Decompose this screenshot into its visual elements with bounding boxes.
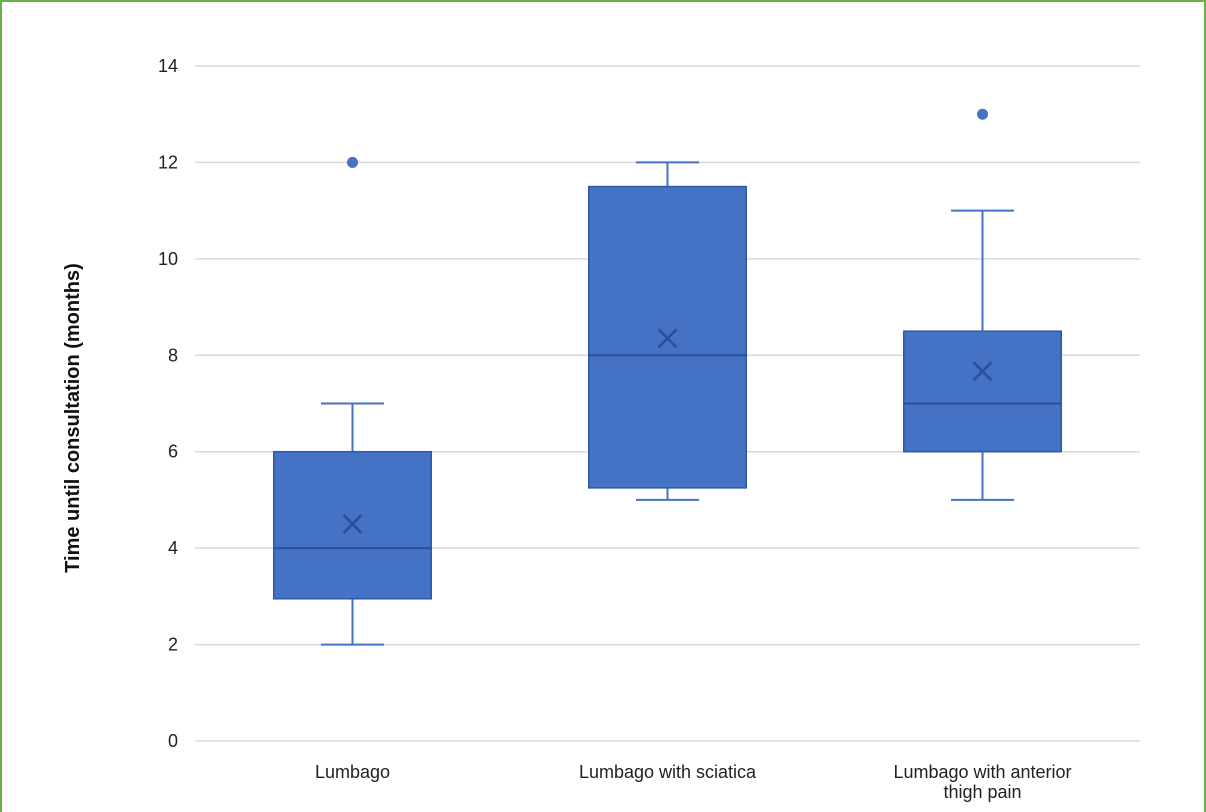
x-axis-categories: Lumbago Lumbago with sciatica Lumbago with… xyxy=(315,762,1072,802)
box-group xyxy=(903,108,1062,501)
y-tick-label: 8 xyxy=(168,345,178,365)
x-category-label-line: thigh pain xyxy=(943,782,1021,802)
outlier-point xyxy=(977,108,988,120)
box-group xyxy=(273,156,432,646)
mean-marker xyxy=(342,514,363,534)
y-tick-label: 12 xyxy=(158,152,178,172)
y-tick-label: 10 xyxy=(158,249,178,269)
y-tick-label: 6 xyxy=(168,442,178,462)
y-axis-ticks: 0 2 4 6 8 10 12 14 xyxy=(158,56,178,751)
mean-marker-stroke xyxy=(342,514,363,534)
x-category-label-line: Lumbago with sciatica xyxy=(579,762,757,782)
x-category-label: Lumbago with anterior thigh pain xyxy=(893,762,1071,802)
mean-marker-stroke xyxy=(972,361,993,382)
x-category-label-line: Lumbago with anterior xyxy=(893,762,1071,782)
x-category-label: Lumbago with sciatica xyxy=(579,762,757,782)
y-tick-label: 14 xyxy=(158,56,178,76)
box-group xyxy=(588,161,747,501)
box-iqr xyxy=(903,330,1062,453)
mean-marker-stroke xyxy=(657,328,678,349)
y-tick-label: 4 xyxy=(168,538,178,558)
y-axis-label: Time until consultation (months) xyxy=(62,263,84,573)
x-category-label: Lumbago xyxy=(315,762,390,782)
outlier-point xyxy=(347,156,358,168)
boxes xyxy=(273,108,1062,646)
y-tick-label: 2 xyxy=(168,635,178,655)
mean-marker xyxy=(972,361,993,382)
x-category-label-line: Lumbago xyxy=(315,762,390,782)
y-tick-label: 0 xyxy=(168,731,178,751)
mean-marker xyxy=(657,328,678,349)
